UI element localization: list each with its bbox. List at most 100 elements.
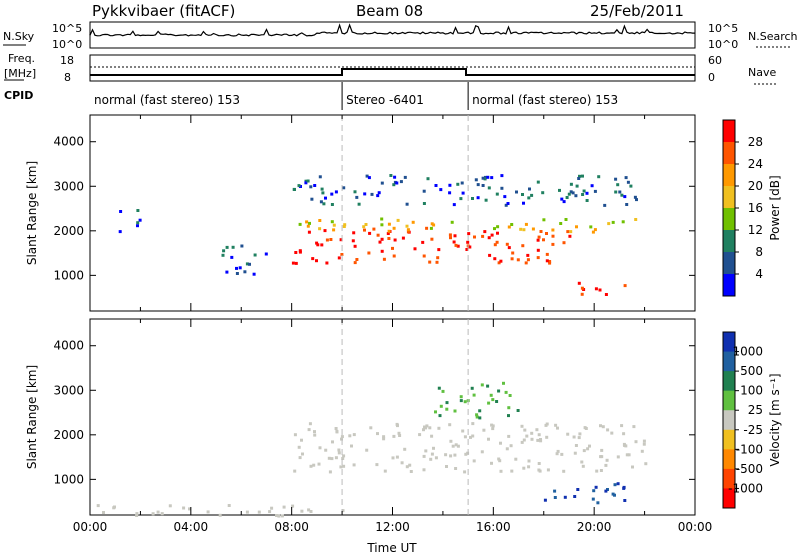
echo-cell xyxy=(514,457,518,461)
echo-cell xyxy=(113,505,116,509)
echo-cell xyxy=(461,191,465,195)
echo-cell xyxy=(451,444,455,448)
echo-cell xyxy=(497,457,501,461)
echo-cell xyxy=(536,180,540,184)
echo-cell xyxy=(321,191,325,195)
echo-cell xyxy=(484,198,488,202)
echo-cell xyxy=(459,399,463,403)
echo-cell xyxy=(490,176,494,180)
echo-cell xyxy=(633,195,637,199)
echo-cell xyxy=(291,504,295,508)
echo-cell xyxy=(450,220,454,224)
echo-cell xyxy=(334,427,338,430)
echo-cell xyxy=(395,181,399,185)
echo-cell xyxy=(507,406,511,410)
echo-cell xyxy=(368,231,372,235)
y-tick-label: 2000 xyxy=(53,428,84,442)
echo-cell xyxy=(510,223,514,226)
echo-cell xyxy=(411,220,415,224)
echo-cell xyxy=(566,432,570,436)
echo-cell xyxy=(556,426,559,430)
noise-trace xyxy=(89,23,695,37)
echo-cell xyxy=(493,257,497,261)
echo-cell xyxy=(243,270,247,274)
echo-cell xyxy=(537,468,541,472)
echo-cell xyxy=(623,195,627,199)
echo-cell xyxy=(341,457,345,460)
echo-cell xyxy=(585,191,589,195)
echo-cell xyxy=(391,246,394,250)
colorbar-swatch xyxy=(723,488,735,509)
echo-cell xyxy=(545,252,549,256)
echo-cell xyxy=(138,218,142,222)
x-tick-label: 16:00 xyxy=(476,520,511,534)
echo-cell xyxy=(330,220,334,224)
echo-cell xyxy=(293,469,297,473)
echo-cell xyxy=(304,181,308,185)
colorbar-swatch xyxy=(723,186,735,209)
echo-cell xyxy=(541,191,545,195)
echo-cell xyxy=(471,434,475,438)
echo-cell xyxy=(401,236,405,240)
echo-cell xyxy=(618,190,622,194)
echo-cell xyxy=(102,511,105,514)
echo-cell xyxy=(526,258,530,262)
echo-cell xyxy=(505,447,509,451)
echo-cell xyxy=(585,199,589,202)
echo-cell xyxy=(311,257,315,261)
echo-cell xyxy=(551,228,555,232)
echo-cell xyxy=(441,389,445,393)
echo-cell xyxy=(238,266,242,270)
echo-cell xyxy=(465,248,469,251)
echo-cell xyxy=(476,196,480,200)
echo-cell xyxy=(341,509,345,513)
echo-cell xyxy=(515,190,518,194)
echo-cell xyxy=(474,178,478,182)
echo-cell xyxy=(353,244,357,248)
echo-cell xyxy=(362,225,366,229)
echo-cell xyxy=(330,192,334,196)
echo-cell xyxy=(613,483,617,487)
echo-cell xyxy=(554,423,558,427)
noise-left-label: N.Sky xyxy=(3,30,35,43)
echo-cell xyxy=(422,189,426,193)
echo-cell xyxy=(293,433,297,437)
echo-cell xyxy=(297,445,301,449)
echo-cell xyxy=(309,185,313,189)
echo-cell xyxy=(339,238,343,242)
echo-cell xyxy=(590,184,594,188)
echo-cell xyxy=(380,181,384,185)
echo-cell xyxy=(520,440,524,444)
echo-cell xyxy=(340,253,344,256)
power-panel: 4000 3000 2000 1000 Slant Range [km] 28 24 20 16… xyxy=(25,114,782,312)
echo-cell xyxy=(428,426,432,430)
echo-cell xyxy=(434,184,438,187)
date-title: 25/Feb/2011 xyxy=(590,2,684,20)
echo-cell xyxy=(367,251,371,255)
echo-cell xyxy=(252,272,256,276)
echo-cell xyxy=(591,497,595,501)
echo-cell xyxy=(606,488,609,491)
colorbar-swatch xyxy=(723,230,735,253)
echo-cell xyxy=(555,452,559,456)
colorbar-swatch xyxy=(723,390,735,411)
cpid-segment-label: normal (fast stereo) 153 xyxy=(472,93,618,107)
echo-cell xyxy=(400,461,404,465)
colorbar-swatch xyxy=(723,142,735,165)
echo-cell xyxy=(563,495,567,499)
echo-cell xyxy=(156,510,160,514)
echo-cell xyxy=(337,256,341,260)
echo-cell xyxy=(313,184,317,187)
echo-cell xyxy=(351,239,355,243)
echo-cell xyxy=(568,234,572,238)
echo-cell xyxy=(572,435,576,439)
echo-cell xyxy=(530,437,534,441)
echo-cell xyxy=(463,400,467,404)
echo-cell xyxy=(578,174,581,178)
echo-cell xyxy=(516,409,520,412)
x-tick-label: 00:00 xyxy=(73,520,108,534)
echo-cell xyxy=(376,233,380,237)
echo-cell xyxy=(539,230,543,233)
echo-cell xyxy=(537,235,541,239)
echo-cell xyxy=(594,485,598,489)
